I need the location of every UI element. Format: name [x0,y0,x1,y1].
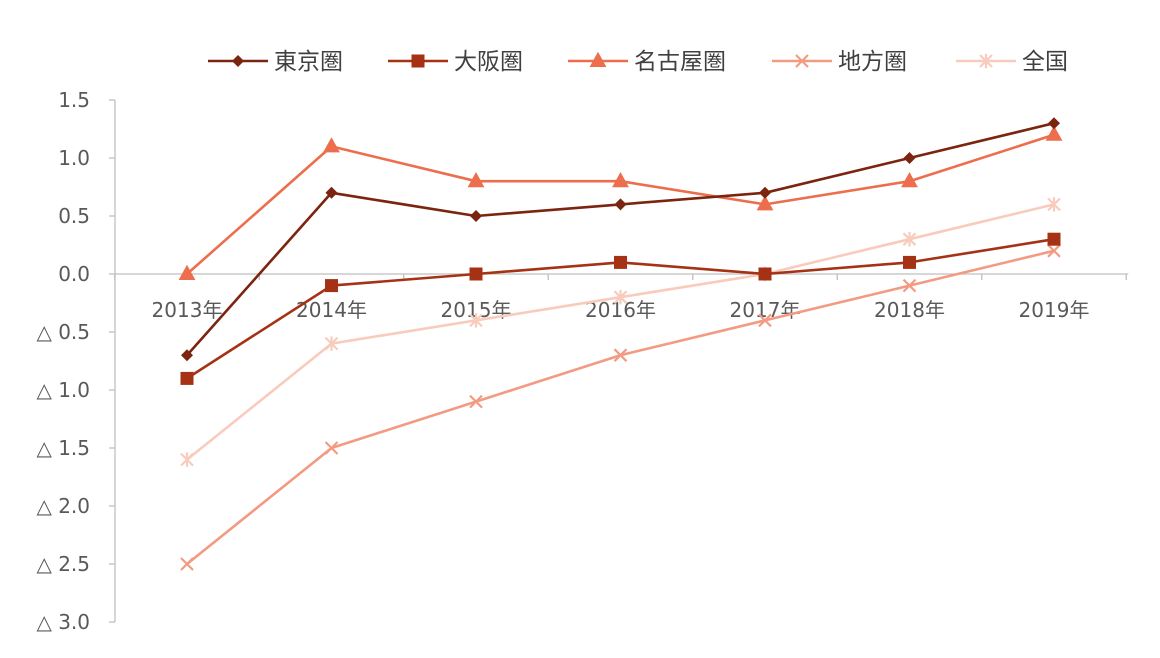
square-marker [1047,232,1061,246]
diamond-marker [903,152,916,164]
x-marker [1047,244,1061,258]
legend-entry: 東京圏 [208,49,343,75]
x-marker-stroke [758,313,772,328]
triangle-marker [756,195,774,211]
triangle-marker [901,172,918,188]
y-tick-label: 0.5 [58,204,90,228]
series-東京圏 [181,117,1060,362]
x-marker [758,313,772,328]
square-marker [903,255,916,269]
legend-label: 地方圏 [838,49,907,75]
square-marker [469,267,483,281]
x-tick-label: 2017年 [730,298,801,322]
legend-label: 大阪圏 [454,49,523,75]
asterisk-marker [979,53,993,69]
diamond-marker [1048,117,1060,130]
series-地方圏 [180,244,1061,571]
y-tick-label: △ 0.5 [36,320,90,344]
x-marker-stroke [613,348,628,362]
diamond-marker [325,186,338,199]
x-marker [324,441,339,455]
x-tick-label: 2019年 [1019,298,1090,322]
legend-entry: 地方圏 [772,49,907,75]
triangle-marker [612,172,629,188]
triangle-marker [467,172,485,188]
square-marker [411,54,425,68]
y-tick-label: 0.0 [58,262,90,286]
square-marker [325,279,338,293]
y-tick-label: △ 2.5 [36,552,90,576]
asterisk-marker [180,452,194,467]
x-marker [613,348,628,362]
diamond-marker [470,210,482,222]
y-tick-label: △ 1.5 [36,436,90,460]
triangle-marker [589,51,607,67]
triangle-marker [1045,125,1063,141]
series-全国 [180,197,1061,467]
x-marker-stroke [1047,244,1061,258]
square-marker [758,267,772,281]
legend: 東京圏 大阪圏 名古屋圏 地方圏 全国 [208,49,1068,75]
x-marker [469,394,483,409]
x-marker-stroke [902,278,917,293]
legend-entry: 名古屋圏 [568,49,726,75]
x-marker [180,557,194,571]
triangle-marker [178,264,196,280]
diamond-marker [181,349,193,362]
x-marker-stroke [180,557,194,571]
y-tick-label: △ 1.0 [36,378,90,402]
square-marker [180,371,194,385]
diamond-marker [759,186,771,199]
diamond-marker [614,198,627,211]
y-tick-label: △ 2.0 [36,494,90,518]
y-tick-label: 1.0 [58,146,90,170]
asterisk-marker [469,313,483,328]
legend-label: 東京圏 [274,49,343,75]
y-tick-label: △ 3.0 [36,610,90,634]
asterisk-marker [902,232,917,247]
y-axis: 1.5 1.0 0.5 0.0 △ 0.5 △ 1.0 △ 1.5 △ 2.0 △ 2.5 △ 3… [36,88,116,634]
asterisk-marker [324,336,339,351]
square-marker [614,255,627,269]
x-marker-stroke [795,54,809,68]
x-marker [795,54,809,68]
x-tick-label: 2013年 [152,298,223,322]
legend-label: 名古屋圏 [634,49,726,75]
x-marker [902,278,917,293]
legend-entry: 全国 [956,49,1068,75]
legend-label: 全国 [1022,49,1068,75]
asterisk-marker [1047,197,1061,212]
legend-entry: 大阪圏 [388,49,523,75]
series-line [186,203,1055,461]
x-marker-stroke [324,441,339,455]
series-layer [178,117,1063,571]
y-tick-label: 1.5 [58,88,90,112]
x-marker-stroke [469,394,483,409]
triangle-marker [323,137,340,153]
diamond-marker [232,55,244,67]
x-tick-label: 2018年 [874,298,945,322]
series-名古屋圏 [178,125,1063,280]
asterisk-marker [613,290,628,305]
series-大阪圏 [180,232,1061,385]
